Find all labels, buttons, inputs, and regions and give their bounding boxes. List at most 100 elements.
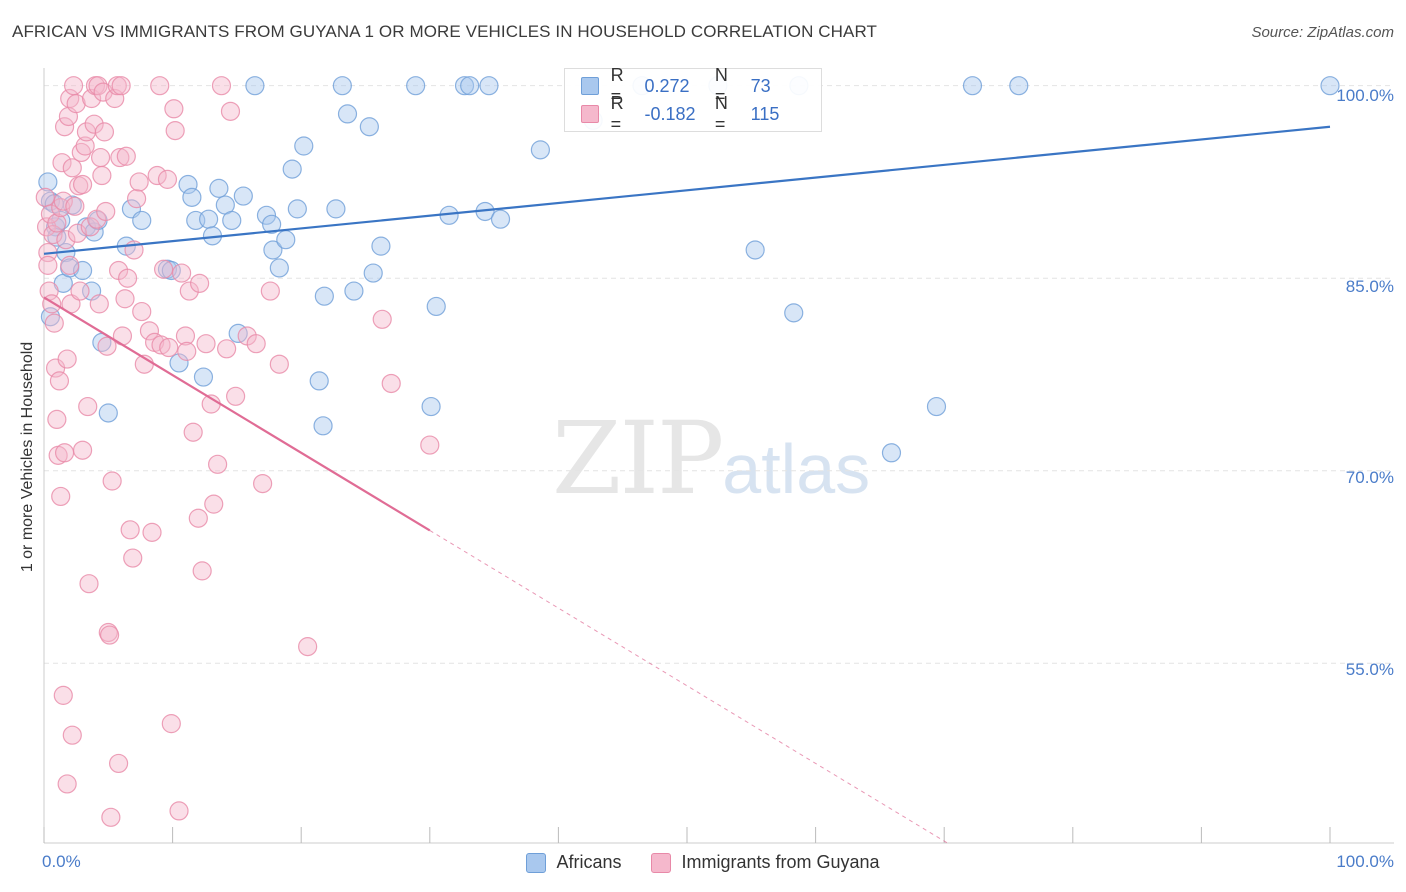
africans-point <box>262 214 282 234</box>
legend-r-value: -0.182 <box>644 103 696 124</box>
guyana-point <box>132 301 152 322</box>
guyana-point <box>110 147 130 168</box>
africans-point <box>1009 76 1029 96</box>
africans-point <box>332 76 352 96</box>
guyana-point <box>117 268 138 288</box>
africans-point <box>426 296 446 317</box>
guyana-point <box>196 334 216 354</box>
guyana-point <box>260 281 280 301</box>
legend-swatch-africans <box>581 77 599 95</box>
guyana-point <box>62 158 82 178</box>
africans-point <box>344 281 364 301</box>
africans-point <box>276 230 296 250</box>
guyana-point <box>372 309 392 329</box>
guyana-point <box>63 76 84 96</box>
legend-n-value: 73 <box>750 75 771 96</box>
guyana-point <box>97 336 117 356</box>
africans-point <box>1320 76 1340 96</box>
guyana-point <box>43 224 63 245</box>
guyana-point <box>38 255 58 275</box>
guyana-point <box>142 522 162 542</box>
guyana-point <box>175 326 196 346</box>
guyana-point <box>126 189 147 209</box>
x-tick-label-max: 100.0% <box>1336 852 1394 871</box>
legend-swatch-guyana <box>651 852 672 873</box>
africans-point <box>263 240 283 260</box>
legend-r-label: R = <box>610 65 624 106</box>
guyana-point <box>47 213 67 233</box>
legend-item-guyana[interactable]: Immigrants from Guyana <box>651 852 880 873</box>
guyana-point <box>93 82 113 102</box>
guyana-point <box>161 714 181 734</box>
guyana-point <box>51 486 71 507</box>
guyana-point <box>220 101 241 121</box>
africans-point <box>479 76 499 96</box>
guyana-point <box>151 335 171 355</box>
legend-swatch-africans <box>526 852 547 873</box>
africans-point <box>132 210 152 231</box>
africans-point <box>209 178 229 198</box>
africans-point <box>313 416 333 436</box>
guyana-point <box>90 147 111 168</box>
africans-point <box>72 260 93 281</box>
africans-point <box>222 210 242 231</box>
legend-n-label: N = <box>714 93 728 134</box>
guyana-point <box>54 117 75 137</box>
guyana-point <box>57 774 77 794</box>
guyana-point <box>159 337 179 358</box>
guyana-point <box>99 625 120 645</box>
guyana-point <box>115 289 135 309</box>
africans-point <box>256 205 277 225</box>
legend-swatch-guyana <box>581 105 599 123</box>
africans-point <box>530 140 550 160</box>
guyana-point <box>188 508 208 528</box>
africans-point <box>182 187 202 207</box>
guyana-point <box>65 196 85 216</box>
africans-point <box>178 174 198 195</box>
guyana-point <box>84 114 104 134</box>
guyana-point <box>70 281 90 301</box>
guyana-point <box>208 454 228 474</box>
guyana-point <box>177 341 197 361</box>
africans-point <box>233 186 253 206</box>
watermark-atlas: atlas <box>722 430 871 508</box>
guyana-point <box>66 94 86 114</box>
guyana-point <box>44 313 64 333</box>
africans-point <box>98 403 118 423</box>
guyana-point <box>120 520 140 540</box>
guyana-point <box>147 165 167 186</box>
x-tick-label-min: 0.0% <box>42 852 81 871</box>
chart-title: AFRICAN VS IMMIGRANTS FROM GUYANA 1 OR M… <box>12 22 878 41</box>
africans-point <box>245 76 265 96</box>
guyana-point <box>420 435 440 455</box>
watermark: ZIPatlas <box>552 400 870 517</box>
guyana-point <box>80 217 100 237</box>
guyana-point <box>89 294 109 314</box>
africans-point <box>363 263 383 283</box>
grid-layer <box>44 85 1394 664</box>
guyana-point <box>57 349 77 369</box>
legend-n-label: N = <box>714 65 728 106</box>
guyana-point <box>72 440 93 460</box>
guyana-point <box>381 373 401 394</box>
africans-point <box>269 258 289 278</box>
africans-point <box>421 396 441 417</box>
guyana-point <box>139 321 160 341</box>
source-label: Source: ZipAtlas.com <box>1251 24 1394 41</box>
guyana-point <box>72 174 93 195</box>
africans-point <box>881 443 902 463</box>
africans-point <box>199 209 219 229</box>
guyana-trend-extension <box>429 530 948 844</box>
africans-point <box>359 117 379 137</box>
africans-trend-line <box>43 125 1331 255</box>
legend-item-africans[interactable]: Africans <box>526 852 621 873</box>
guyana-point <box>47 409 67 430</box>
guyana-point <box>269 354 289 374</box>
africans-point <box>926 396 947 417</box>
guyana-point <box>96 201 116 222</box>
guyana-point <box>253 473 273 494</box>
guyana-point <box>123 548 143 568</box>
guyana-point <box>35 187 55 207</box>
guyana-point <box>172 263 192 283</box>
legend-label-africans: Africans <box>556 852 622 872</box>
